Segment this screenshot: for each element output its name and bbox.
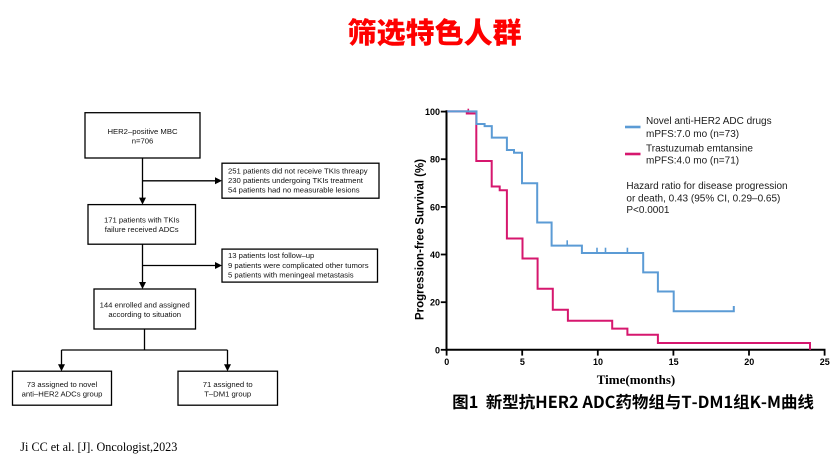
svg-text:20: 20 bbox=[744, 357, 754, 367]
svg-text:171 patients with TKIs: 171 patients with TKIs bbox=[104, 216, 180, 225]
svg-text:anti–HER2 ADCs group: anti–HER2 ADCs group bbox=[22, 390, 103, 399]
svg-text:mPFS:4.0 mo (n=71): mPFS:4.0 mo (n=71) bbox=[646, 155, 739, 166]
svg-text:Progression-free Survival (%): Progression-free Survival (%) bbox=[415, 159, 427, 320]
svg-text:54 patients had no measurable: 54 patients had no measurable lesions bbox=[228, 186, 360, 195]
svg-text:n=706: n=706 bbox=[132, 137, 154, 146]
svg-text:13 patients lost follow–up: 13 patients lost follow–up bbox=[228, 251, 314, 260]
svg-text:144 enrolled and assigned: 144 enrolled and assigned bbox=[100, 301, 190, 310]
svg-text:10: 10 bbox=[593, 357, 603, 367]
svg-text:230 patients undergoing TKIs t: 230 patients undergoing TKIs treatment bbox=[228, 176, 364, 185]
svg-text:HER2–positive MBC: HER2–positive MBC bbox=[107, 127, 178, 136]
svg-text:P<0.0001: P<0.0001 bbox=[626, 205, 670, 216]
svg-text:20: 20 bbox=[430, 298, 440, 308]
svg-text:or death, 0.43 (95% CI, 0.29–0: or death, 0.43 (95% CI, 0.29–0.65) bbox=[626, 194, 780, 205]
svg-text:0: 0 bbox=[444, 357, 449, 367]
svg-text:100: 100 bbox=[425, 107, 440, 117]
svg-text:mPFS:7.0 mo (n=73): mPFS:7.0 mo (n=73) bbox=[646, 129, 739, 140]
svg-text:according to situation: according to situation bbox=[108, 310, 181, 319]
svg-text:25: 25 bbox=[820, 357, 830, 367]
svg-text:failure received ADCs: failure received ADCs bbox=[105, 225, 179, 234]
svg-text:80: 80 bbox=[430, 155, 440, 165]
svg-text:Novel anti-HER2 ADC drugs: Novel anti-HER2 ADC drugs bbox=[646, 116, 772, 127]
svg-text:251 patients did not receive T: 251 patients did not receive TKIs threap… bbox=[228, 167, 368, 176]
svg-text:5 patients with meningeal meta: 5 patients with meningeal metastasis bbox=[228, 271, 354, 280]
svg-text:60: 60 bbox=[430, 202, 440, 212]
svg-text:15: 15 bbox=[669, 357, 679, 367]
svg-text:Time(months): Time(months) bbox=[597, 372, 675, 387]
svg-text:Trastuzumab emtansine: Trastuzumab emtansine bbox=[646, 143, 753, 154]
svg-text:0: 0 bbox=[435, 345, 440, 355]
svg-text:5: 5 bbox=[520, 357, 525, 367]
svg-text:Hazard ratio for disease progr: Hazard ratio for disease progression bbox=[626, 181, 787, 192]
svg-text:71 assigned to: 71 assigned to bbox=[203, 380, 253, 389]
svg-text:T–DM1 group: T–DM1 group bbox=[204, 390, 251, 399]
svg-text:73 assigned to novel: 73 assigned to novel bbox=[27, 380, 98, 389]
svg-text:9 patients were complicated ot: 9 patients were complicated other tumors bbox=[228, 261, 369, 270]
svg-text:Ji CC et al. [J]. Oncologist,2: Ji CC et al. [J]. Oncologist,2023 bbox=[20, 440, 177, 454]
svg-text:40: 40 bbox=[430, 250, 440, 260]
